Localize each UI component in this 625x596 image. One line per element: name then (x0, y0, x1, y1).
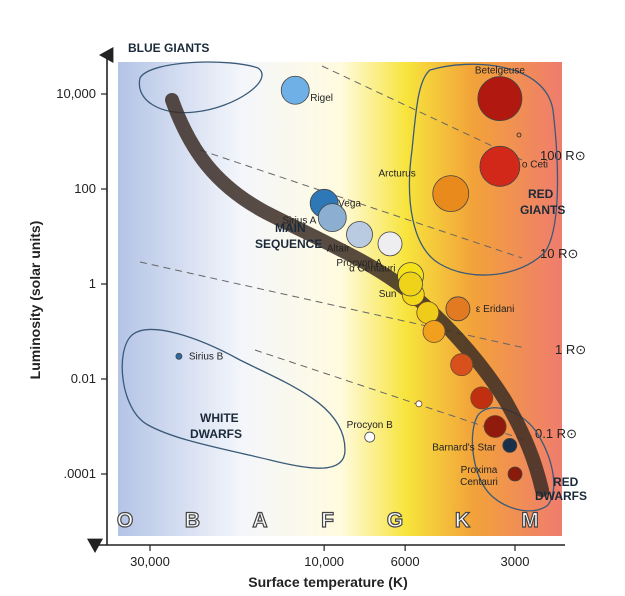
red-giants-label: RED GIANTS (520, 187, 565, 217)
spectral-class-f: F (321, 509, 334, 532)
star-label: ε Eridani (476, 304, 514, 315)
star-marker (450, 353, 474, 377)
y-tick-label: 100 (74, 181, 96, 196)
x-ticks: 30,000 10,000 6000 3000 (130, 545, 529, 569)
star-label: Proxima Centauri (460, 465, 498, 488)
star-marker (317, 203, 347, 232)
x-axis-title: Surface temperature (K) (248, 574, 408, 590)
blue-giants-label: BLUE GIANTS (128, 41, 209, 55)
main-sequence-label: MAIN SEQUENCE (255, 221, 322, 251)
y-tick-label: .0001 (63, 466, 96, 481)
x-tick-label: 30,000 (130, 554, 170, 569)
star-marker (477, 76, 523, 122)
red-giants-outline (408, 63, 559, 276)
star-marker (445, 296, 471, 322)
star-marker (175, 352, 183, 360)
star-marker (483, 415, 507, 438)
star-marker (502, 438, 518, 453)
star-label: Sirius A (282, 216, 316, 227)
radius-line (199, 149, 523, 259)
x-tick-label: 6000 (391, 554, 420, 569)
star-label: ο Ceti (522, 159, 548, 170)
star-label: Betelgeuse (475, 66, 525, 77)
spectral-class-b: B (185, 509, 200, 532)
y-tick-label: 1 (89, 276, 96, 291)
star-label: Sirius B (189, 351, 224, 362)
spectral-class-k: K (455, 509, 470, 532)
y-ticks: 10,000 100 1 0.01 .0001 (56, 86, 107, 481)
radius-label: 10 R⊙ (540, 246, 578, 261)
spectral-class-m: M (521, 509, 539, 532)
x-tick-label: 3000 (501, 554, 530, 569)
star-label: α Centauri (349, 264, 395, 275)
star-label: Sun (379, 289, 397, 300)
star-marker (516, 132, 522, 138)
star-marker (346, 221, 373, 248)
star-marker (422, 320, 446, 343)
radius-line (321, 65, 523, 161)
region-outlines (121, 61, 559, 512)
stars-layer: Rigel Betelgeuse ο Ceti Arcturus Vega Sirius … (175, 66, 548, 488)
star-label: Procyon A (336, 258, 382, 269)
star-label: Altair (327, 244, 350, 255)
white-dwarfs-label: WHITE DWARFS (190, 411, 242, 441)
radius-label: 100 R⊙ (540, 148, 586, 163)
spectral-class-a: A (252, 509, 267, 532)
star-label: Arcturus (378, 169, 415, 180)
white-dwarfs-outline (121, 328, 346, 469)
star-label: Barnard's Star (432, 442, 496, 453)
x-tick-label: 10,000 (304, 554, 344, 569)
radius-label: 1 R⊙ (555, 342, 586, 357)
y-tick-label: 10,000 (56, 86, 96, 101)
star-label: Vega (338, 198, 361, 209)
red-dwarfs-label: RED DWARFS (535, 475, 587, 503)
star-marker (479, 145, 521, 187)
star-marker (398, 271, 423, 297)
star-label: Rigel (310, 93, 333, 104)
star-marker (470, 386, 494, 410)
blue-giants-outline (138, 61, 263, 114)
main-sequence-band (165, 93, 549, 497)
star-marker (280, 75, 310, 105)
spectral-class-o: O (117, 509, 133, 532)
star-marker (364, 431, 376, 443)
star-marker (507, 466, 523, 482)
spectral-class-g: G (387, 509, 403, 532)
star-marker (377, 231, 403, 257)
y-axis-title: Luminosity (solar units) (27, 221, 43, 380)
y-tick-label: 0.01 (71, 371, 96, 386)
radius-label: 0.1 R⊙ (535, 426, 577, 441)
star-label: Procyon B (347, 420, 393, 431)
star-marker (415, 400, 423, 408)
star-marker (432, 175, 470, 213)
